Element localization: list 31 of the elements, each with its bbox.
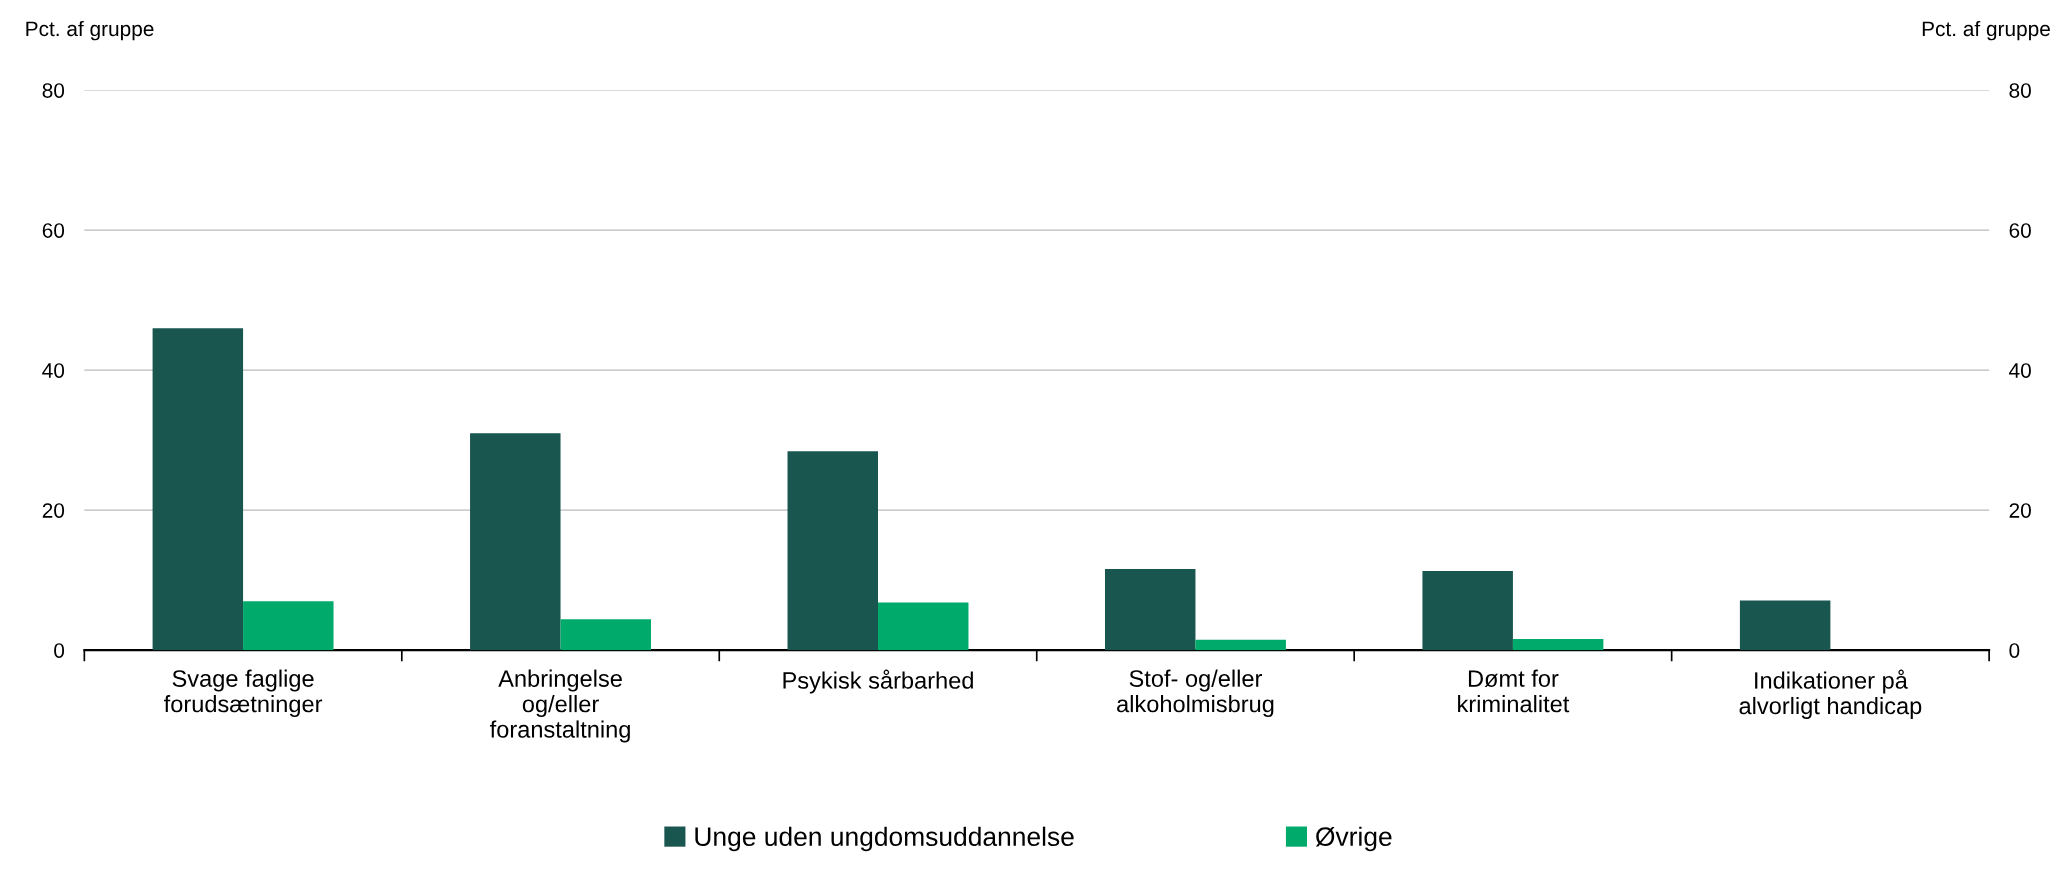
y2-tick-label: 40: [2009, 363, 2031, 378]
y2-tick-label: 80: [2009, 83, 2031, 98]
bar: [243, 601, 334, 651]
legend-label: Unge uden ungdomsuddannelse: [695, 826, 1074, 852]
x-tick-label: Psykisk sårbarhed: [783, 669, 973, 694]
x-tick-label: Indikationer på alvorligt handicap: [1739, 669, 1922, 719]
x-tick-label: Dømt for kriminalitet: [1458, 669, 1570, 713]
x-tick-label: Anbringelse og/eller foranstaltning: [489, 669, 630, 743]
bar: [560, 619, 652, 651]
y-tick-label: 80: [42, 83, 65, 98]
y2-tick-label: 60: [2009, 223, 2031, 238]
bar: [470, 433, 561, 651]
bar: [1739, 600, 1831, 651]
y2-tick-label: 0: [2009, 643, 2020, 658]
y2-axis-title: Pct. af gruppe: [1922, 20, 2050, 41]
bar: [1195, 639, 1286, 651]
y-tick-label: 0: [54, 643, 65, 658]
y-tick-label: 60: [42, 223, 65, 238]
y-axis-title: Pct. af gruppe: [26, 20, 154, 41]
bar: [1512, 638, 1604, 651]
y2-tick-label: 20: [2009, 503, 2031, 518]
legend-label: Øvrige: [1315, 826, 1392, 852]
x-tick-label: Stof- og/eller alkoholmisbrug: [1117, 669, 1274, 718]
y-tick-label: 20: [42, 503, 65, 518]
bar: [787, 451, 878, 651]
bar: [152, 328, 244, 651]
x-tick-label: Svage faglige forudsætninger: [164, 669, 323, 718]
bar: [878, 602, 969, 651]
bar: [1104, 568, 1196, 651]
bar: [1422, 571, 1513, 651]
y-tick-label: 40: [42, 363, 65, 378]
